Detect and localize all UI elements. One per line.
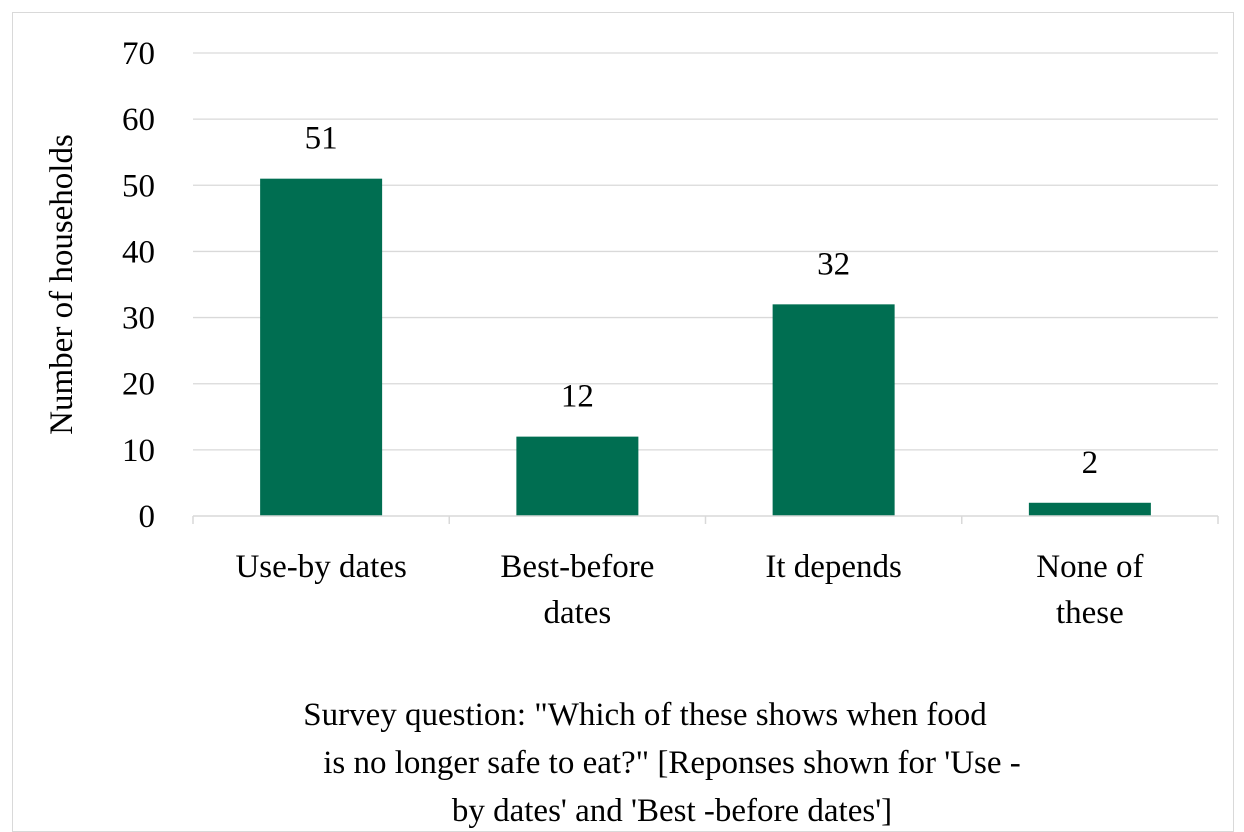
x-axis xyxy=(193,516,1218,524)
data-label: 51 xyxy=(305,121,338,157)
x-tick-label: None of these xyxy=(1036,549,1143,631)
y-tick-label: 10 xyxy=(122,433,155,469)
data-label: 32 xyxy=(817,246,850,282)
x-tick-label: It depends xyxy=(765,549,902,585)
y-tick-label: 40 xyxy=(122,234,155,270)
y-tick-label: 50 xyxy=(122,168,155,204)
data-label: 12 xyxy=(561,379,594,415)
y-tick-label: 30 xyxy=(122,301,155,337)
x-tick-label: Use-by dates xyxy=(235,549,406,585)
x-axis-label: Survey question: "Which of these shows w… xyxy=(303,697,1021,829)
y-tick-label: 70 xyxy=(122,36,155,72)
x-axis-label-text: Survey question: "Which of these shows w… xyxy=(303,697,1021,829)
bars xyxy=(260,179,1151,516)
bar xyxy=(260,179,382,516)
bar xyxy=(773,304,895,516)
x-tick-label: Best-before dates xyxy=(500,549,654,631)
y-tick-label: 20 xyxy=(122,367,155,403)
x-tick-labels: Use-by dates Best-before dates It depends No… xyxy=(235,549,1143,631)
y-tick-labels: 0 10 20 30 40 50 60 70 xyxy=(122,36,155,535)
bar xyxy=(1029,503,1151,516)
y-tick-label: 0 xyxy=(139,499,156,535)
data-labels: 51 12 32 2 xyxy=(305,121,1099,481)
data-label: 2 xyxy=(1082,445,1099,481)
y-tick-label: 60 xyxy=(122,102,155,138)
y-axis-label: Number of households xyxy=(44,134,80,435)
bar xyxy=(516,437,638,516)
